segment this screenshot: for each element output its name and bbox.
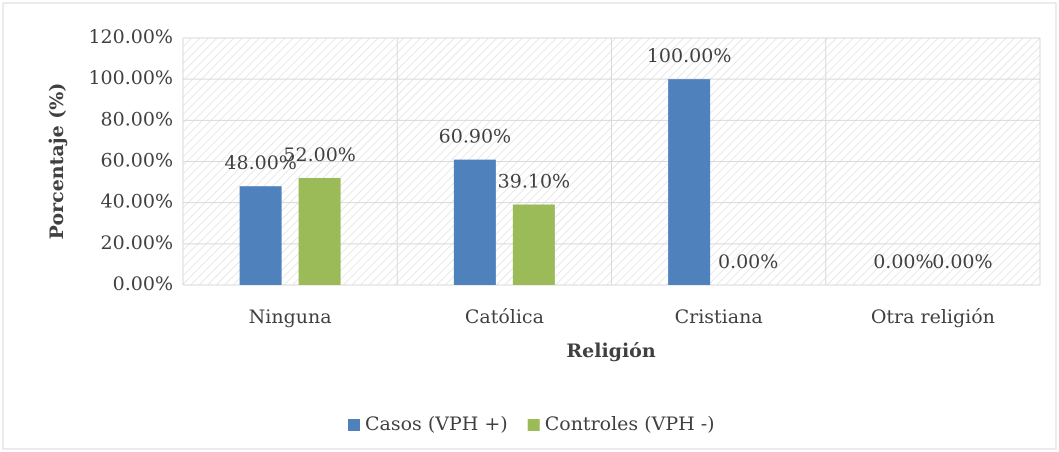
y-tick-label: 100.00% [88,67,173,89]
value-label: 0.00% [932,251,992,273]
value-label: 100.00% [647,45,732,67]
y-tick-label: 80.00% [101,108,173,130]
legend-label: Controles (VPH -) [545,413,715,435]
bar [512,204,555,285]
legend-swatch [527,419,540,431]
value-label: 60.90% [439,126,511,148]
value-label: 52.00% [283,144,355,166]
value-label: 0.00% [718,251,778,273]
bar [239,186,282,285]
legend-label: Casos (VPH +) [365,413,508,435]
y-tick-label: 40.00% [101,191,173,213]
x-tick-label: Ninguna [249,306,332,328]
bar [453,159,496,285]
y-tick-label: 20.00% [101,232,173,254]
y-tick-label: 0.00% [113,273,173,295]
y-axis-title: Porcentaje (%) [46,83,68,240]
y-tick-label: 60.00% [101,150,173,172]
value-label: 39.10% [498,171,570,193]
x-axis-title: Religión [566,340,655,362]
value-label: 0.00% [873,251,933,273]
bar [668,79,711,286]
value-label: 48.00% [224,152,296,174]
bar [298,177,341,285]
x-tick-label: Católica [465,306,544,328]
x-tick-label: Otra religión [871,306,995,328]
x-tick-label: Cristiana [675,306,763,328]
legend-swatch [348,419,360,431]
y-tick-label: 120.00% [88,26,173,48]
